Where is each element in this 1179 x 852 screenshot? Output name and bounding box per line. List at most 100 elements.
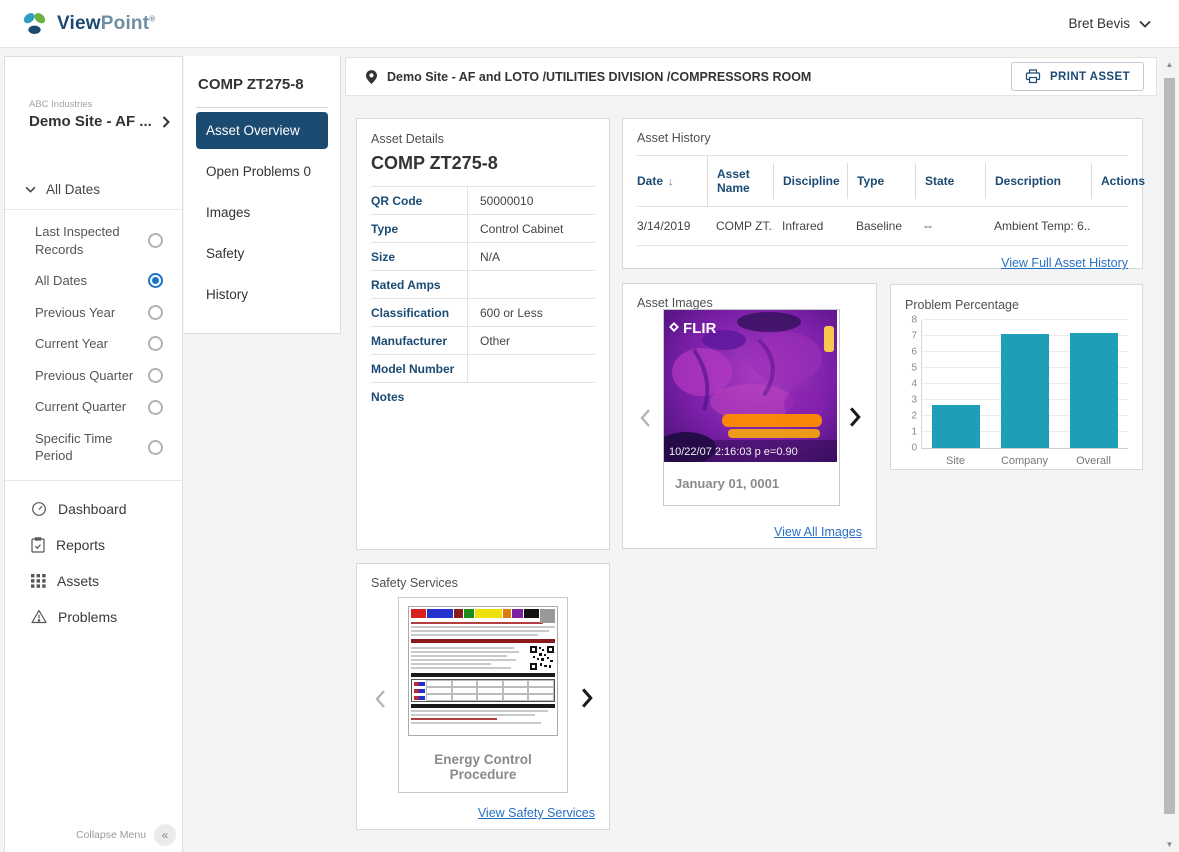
scrollbar-thumb[interactable] [1164, 78, 1175, 814]
print-asset-button[interactable]: PRINT ASSET [1010, 62, 1144, 91]
sidebar-item-dashboard[interactable]: Dashboard [31, 491, 182, 527]
flir-logo: FLIR [669, 320, 716, 337]
breadcrumb-toolbar: Demo Site - AF and LOTO /UTILITIES DIVIS… [345, 57, 1157, 96]
next-document-button[interactable] [581, 687, 594, 709]
date-option-current-year[interactable]: Current Year [5, 328, 182, 360]
date-filter-header: All Dates [46, 182, 101, 197]
collapse-menu-label: Collapse Menu [75, 829, 146, 841]
asset-thermal-image: FLIR 10/22/07 2:16:03 p e=0.90 [664, 310, 837, 462]
site-selector[interactable]: Demo Site - AF ... [29, 113, 182, 130]
asset-details-card: Asset Details COMP ZT275-8 QR Code 50000… [356, 118, 610, 550]
asset-history-title: Asset History [637, 131, 1128, 156]
column-header-discipline[interactable]: Discipline [773, 163, 847, 199]
previous-document-button[interactable] [374, 689, 386, 709]
collapse-menu-icon[interactable]: « [154, 824, 176, 846]
table-row: Model Number [371, 355, 595, 383]
tab-safety[interactable]: Safety [206, 246, 245, 261]
user-name: Bret Bevis [1068, 16, 1130, 31]
chart-title: Problem Percentage [905, 298, 1019, 312]
safety-services-title: Safety Services [371, 576, 458, 590]
breadcrumb: Demo Site - AF and LOTO /UTILITIES DIVIS… [366, 70, 811, 84]
column-header-type[interactable]: Type [847, 163, 915, 199]
location-pin-icon [366, 69, 377, 84]
image-caption: January 01, 0001 [675, 476, 780, 491]
radio-button[interactable] [148, 304, 163, 320]
next-image-button[interactable] [849, 406, 862, 428]
radio-button[interactable] [148, 273, 163, 289]
asset-details-title: Asset Details [371, 132, 444, 146]
asset-images-card: Asset Images [622, 283, 877, 549]
previous-image-button[interactable] [639, 408, 651, 428]
svg-text:FLIR: FLIR [683, 320, 716, 337]
date-option-specific-period[interactable]: Specific Time Period [5, 423, 182, 472]
date-option-current-quarter[interactable]: Current Quarter [5, 391, 182, 423]
dashboard-gauge-icon [31, 501, 47, 517]
bar-overall [1069, 332, 1118, 448]
table-row: Size N/A [371, 243, 595, 271]
chart-y-axis: 8 7 6 5 4 3 2 1 0 [911, 314, 917, 454]
scroll-down-arrow[interactable]: ▼ [1165, 840, 1174, 849]
scroll-up-arrow[interactable]: ▲ [1165, 60, 1174, 69]
radio-button[interactable] [148, 399, 163, 415]
viewpoint-logo-icon [20, 9, 49, 38]
asset-details-table: QR Code 50000010 Type Control Cabinet Si… [371, 186, 595, 410]
table-row: Classification 600 or Less [371, 299, 595, 327]
view-all-images-link[interactable]: View All Images [773, 525, 862, 539]
divider [5, 479, 182, 481]
table-row: Manufacturer Other [371, 327, 595, 355]
viewpoint-logo[interactable]: ViewPoint® [20, 9, 155, 38]
tab-open-problems[interactable]: Open Problems 0 [206, 164, 312, 179]
radio-button[interactable] [148, 439, 163, 455]
registered-mark: ® [149, 14, 156, 24]
radio-button[interactable] [148, 368, 163, 383]
view-safety-services-link[interactable]: View Safety Services [477, 806, 595, 820]
collapse-menu[interactable]: Collapse Menu « [76, 824, 176, 846]
date-option-all-dates[interactable]: All Dates [5, 265, 182, 297]
column-header-date[interactable]: Date ↓ [637, 174, 674, 188]
left-sidebar: ABC Industries Demo Site - AF ... All Da… [4, 56, 183, 852]
column-header-description[interactable]: Description [985, 163, 1091, 199]
date-option-previous-quarter[interactable]: Previous Quarter [5, 360, 182, 392]
chevron-down-icon [25, 186, 36, 193]
sidebar-item-assets[interactable]: Assets [31, 563, 182, 599]
safety-document-tile[interactable]: Energy Control Procedure [398, 597, 568, 793]
date-option-last-inspected[interactable]: Last Inspected Records [5, 216, 182, 265]
column-header-asset-name[interactable]: Asset Name [707, 156, 773, 206]
company-name: ABC Industries [29, 99, 93, 110]
radio-button[interactable] [148, 336, 163, 352]
site-name: Demo Site - AF ... [29, 113, 152, 130]
vertical-scrollbar[interactable]: ▲ ▼ [1162, 56, 1177, 852]
user-menu[interactable]: Bret Bevis [1068, 16, 1151, 31]
qr-code [529, 645, 555, 671]
history-row[interactable]: 3/14/2019 COMP ZT... Infrared Baseline -… [637, 207, 1128, 246]
bar-chart: 8 7 6 5 4 3 2 1 0 [905, 314, 1128, 454]
bar-company [1000, 334, 1049, 448]
table-row: QR Code 50000010 [371, 187, 595, 215]
history-header-row: Date ↓ Asset Name Discipline Type State D… [637, 156, 1145, 207]
problem-percentage-card: Problem Percentage 8 7 6 5 4 3 2 1 0 [890, 284, 1143, 470]
report-clipboard-icon [31, 537, 45, 553]
asset-nav-title: COMP ZT275-8 [196, 76, 328, 108]
column-header-state[interactable]: State [915, 163, 985, 199]
column-header-actions: Actions [1091, 163, 1149, 199]
tab-asset-overview[interactable]: Asset Overview [196, 112, 328, 149]
date-filter-toggle[interactable]: All Dates [25, 182, 182, 197]
thermal-image-timestamp: 10/22/07 2:16:03 p e=0.90 [669, 446, 798, 458]
chart-plot-area [921, 319, 1128, 449]
tab-images[interactable]: Images [206, 205, 251, 220]
chevron-down-icon [1139, 20, 1151, 28]
asset-image-tile[interactable]: FLIR 10/22/07 2:16:03 p e=0.90 January 0… [663, 309, 840, 506]
asset-history-card: Asset History Date ↓ Asset Name Disciplin… [622, 118, 1145, 270]
bar-site [932, 404, 981, 448]
view-full-asset-history-link[interactable]: View Full Asset History [1001, 256, 1128, 270]
date-option-previous-year[interactable]: Previous Year [5, 297, 182, 329]
sidebar-item-problems[interactable]: Problems [31, 599, 182, 635]
primary-navigation: Dashboard Reports Assets Problems [5, 481, 182, 635]
table-row: Type Control Cabinet [371, 215, 595, 243]
radio-button[interactable] [148, 233, 163, 249]
warning-triangle-icon [31, 609, 47, 624]
divider [5, 209, 182, 210]
tab-history[interactable]: History [206, 287, 249, 302]
sidebar-item-reports[interactable]: Reports [31, 527, 182, 563]
